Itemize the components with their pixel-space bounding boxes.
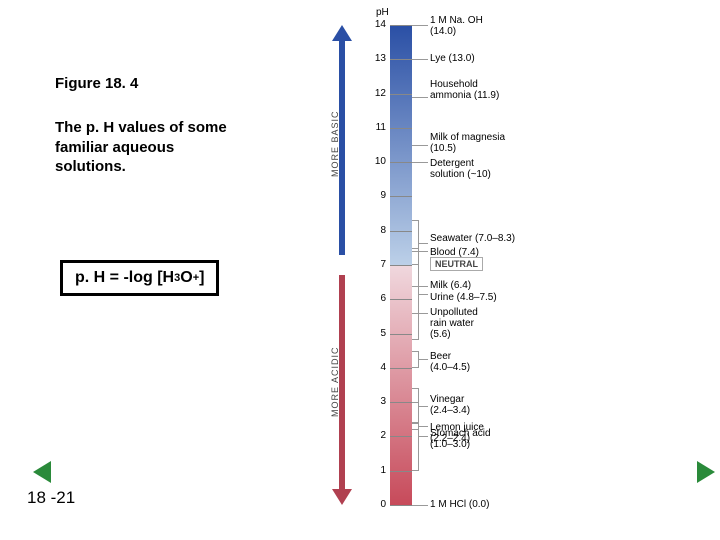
ph-item-label: Blood (7.4) — [430, 247, 479, 258]
ph-tick — [390, 368, 412, 369]
ph-number: 11 — [372, 122, 386, 133]
ph-item-label: Vinegar(2.4–3.4) — [430, 394, 470, 416]
connector-line — [412, 505, 428, 506]
connector-line — [412, 145, 428, 146]
connector-line — [418, 243, 428, 244]
ph-number: 4 — [372, 362, 386, 373]
connector-line — [412, 97, 428, 98]
ph-tick — [390, 505, 412, 506]
ph-item-label: Detergentsolution (~10) — [430, 158, 491, 180]
more-basic-label: MORE BASIC — [330, 110, 340, 177]
ph-tick — [390, 196, 412, 197]
ph-tick — [390, 471, 412, 472]
ph-bar-basic — [390, 25, 412, 265]
ph-number: 6 — [372, 293, 386, 304]
ph-scale: pH01234567891011121314MORE BASICMORE ACI… — [0, 0, 720, 540]
connector-line — [412, 25, 428, 26]
ph-number: 8 — [372, 225, 386, 236]
acidic-arrow-head-icon — [332, 489, 352, 505]
ph-item-label: Milk (6.4) — [430, 280, 471, 291]
connector-line — [418, 426, 428, 427]
basic-arrow-head-icon — [332, 25, 352, 41]
ph-item-label: Milk of magnesia(10.5) — [430, 132, 505, 154]
ph-number: 3 — [372, 396, 386, 407]
ph-number: 13 — [372, 53, 386, 64]
ph-bar-acidic — [390, 265, 412, 505]
ph-number: 2 — [372, 430, 386, 441]
ph-tick — [390, 25, 412, 26]
ph-number: 10 — [372, 156, 386, 167]
neutral-label: NEUTRAL — [430, 257, 483, 271]
ph-item-label: 1 M HCl (0.0) — [430, 499, 489, 510]
ph-number: 12 — [372, 88, 386, 99]
ph-tick — [390, 265, 412, 266]
ph-number: 14 — [372, 19, 386, 30]
ph-number: 7 — [372, 259, 386, 270]
ph-item-label: 1 M Na. OH(14.0) — [430, 15, 483, 37]
ph-item-label: Stomach acid(1.0–3.0) — [430, 428, 491, 450]
ph-tick — [390, 436, 412, 437]
ph-item-label: Lye (13.0) — [430, 53, 475, 64]
ph-tick — [390, 402, 412, 403]
ph-tick — [390, 299, 412, 300]
ph-tick — [390, 94, 412, 95]
ph-tick — [390, 334, 412, 335]
ph-tick — [390, 128, 412, 129]
connector-line — [412, 313, 428, 314]
connector-line — [418, 294, 428, 295]
ph-item-label: Seawater (7.0–8.3) — [430, 233, 515, 244]
ph-tick — [390, 59, 412, 60]
ph-tick — [390, 162, 412, 163]
connector-line — [412, 162, 428, 163]
ph-item-label: Beer(4.0–4.5) — [430, 351, 470, 373]
connector-line — [412, 59, 428, 60]
more-acidic-label: MORE ACIDIC — [330, 346, 340, 417]
connector-line — [418, 406, 428, 407]
connector-line — [418, 436, 428, 437]
ph-tick — [390, 231, 412, 232]
ph-item-label: Unpollutedrain water(5.6) — [430, 307, 478, 340]
connector-line — [418, 359, 428, 360]
ph-number: 0 — [372, 499, 386, 510]
ph-number: 5 — [372, 328, 386, 339]
ph-number: 9 — [372, 190, 386, 201]
ph-header: pH — [376, 7, 389, 18]
ph-item-label: Householdammonia (11.9) — [430, 79, 499, 101]
ph-item-label: Urine (4.8–7.5) — [430, 292, 497, 303]
ph-number: 1 — [372, 465, 386, 476]
